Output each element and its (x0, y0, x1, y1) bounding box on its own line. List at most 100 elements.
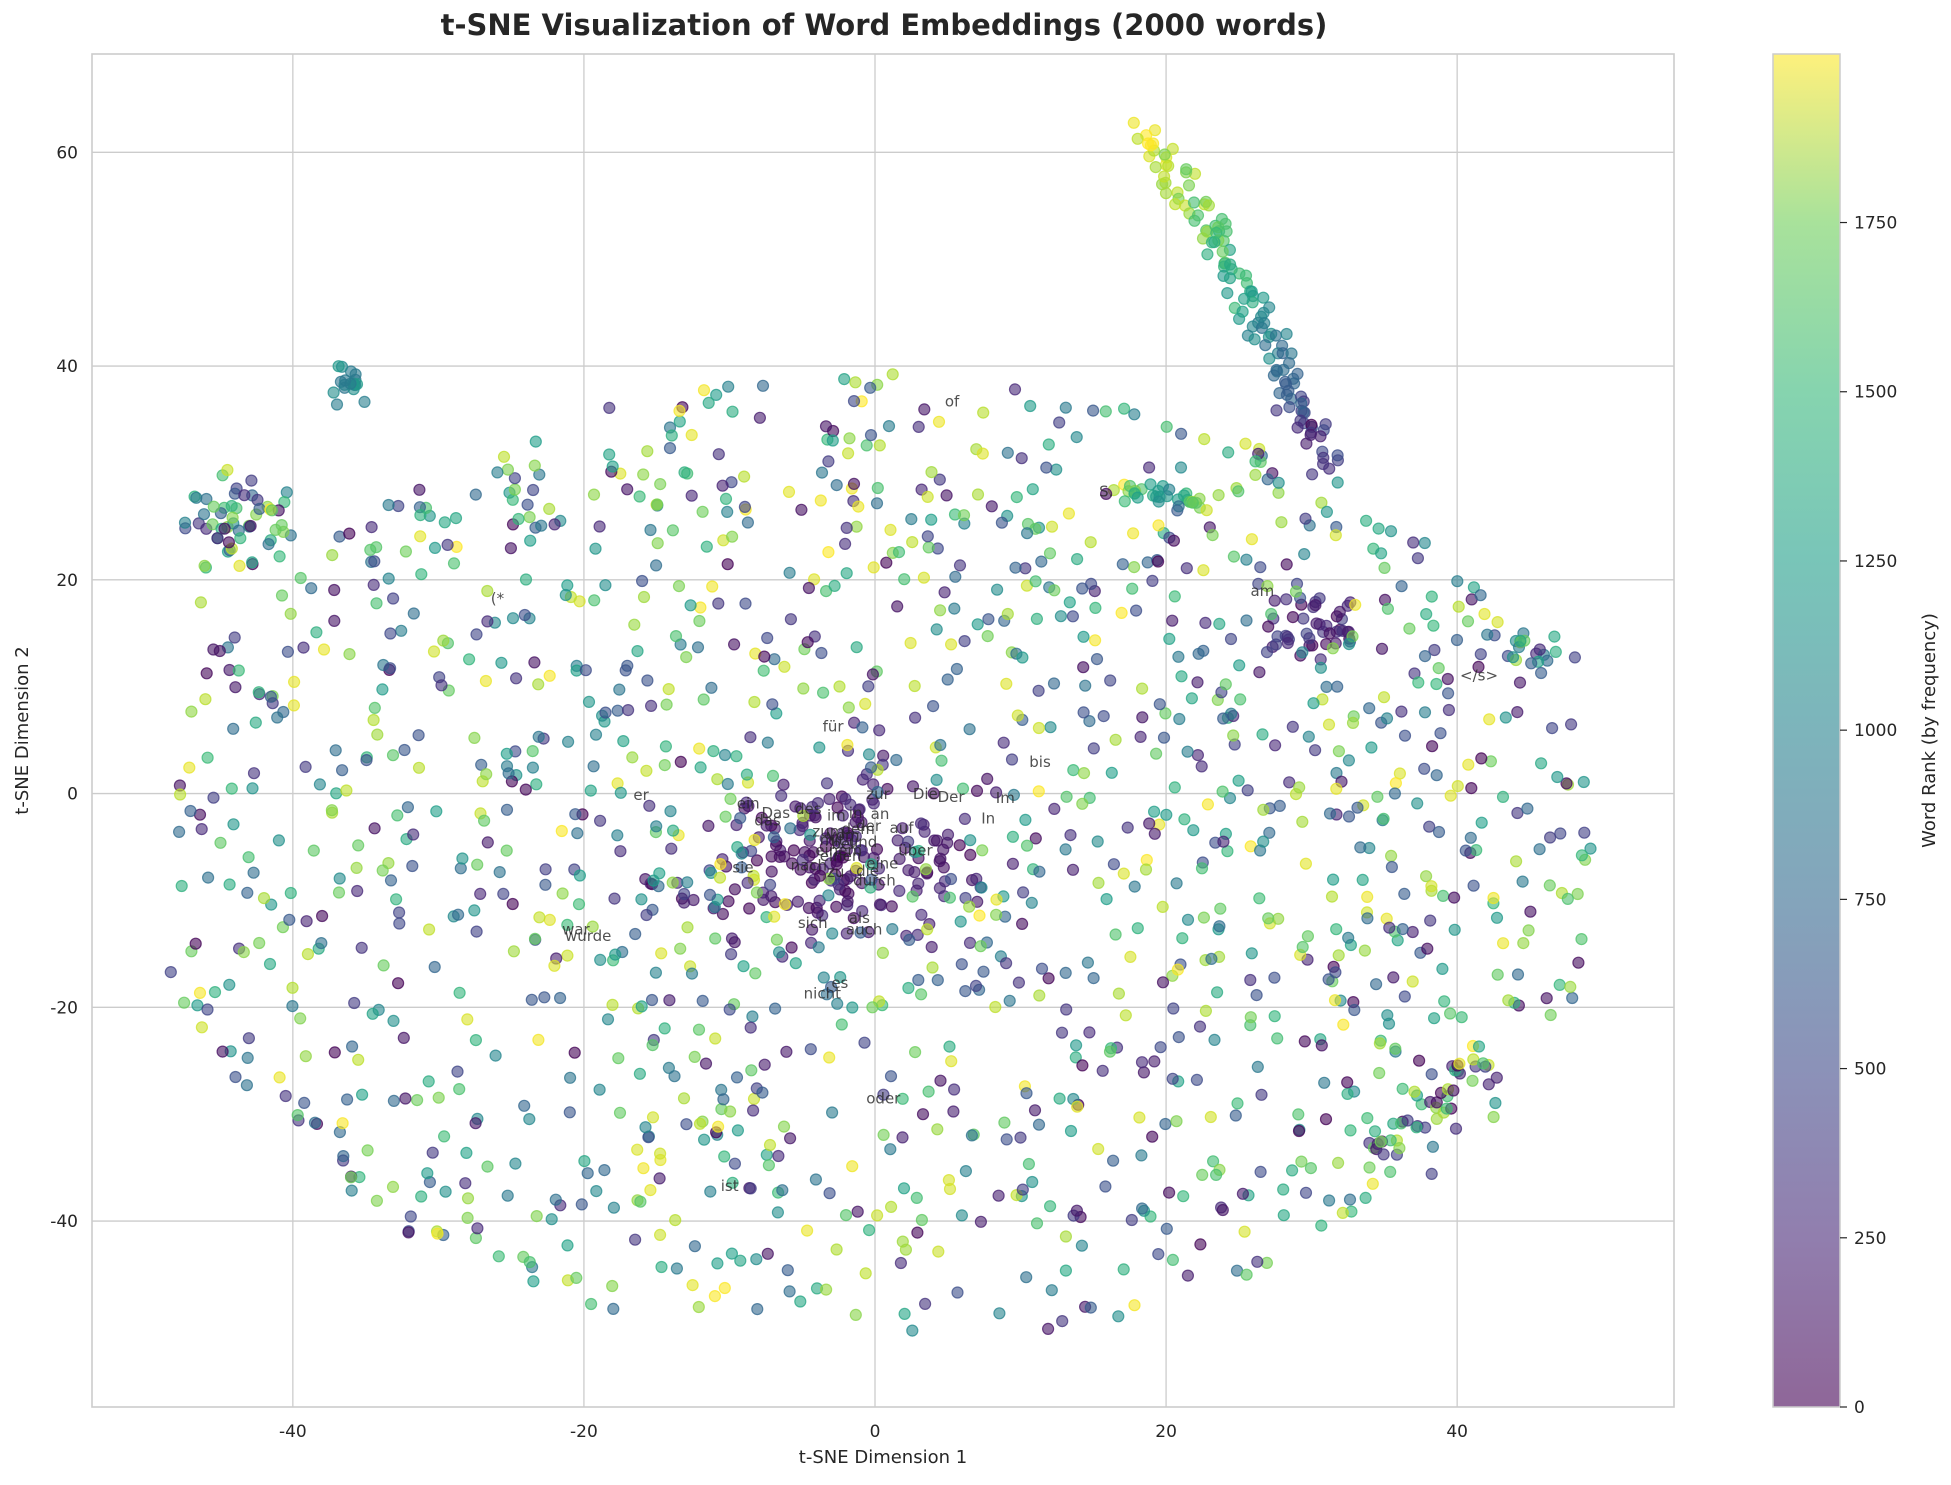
scatter-point (1198, 433, 1211, 446)
scatter-point (664, 805, 677, 818)
scatter-point (840, 521, 853, 535)
scatter-point (1305, 468, 1319, 481)
scatter-point (1511, 806, 1524, 820)
scatter-point (1509, 855, 1523, 868)
scatter-point (1534, 666, 1548, 680)
scatter-point (1453, 1057, 1466, 1070)
scatter-point (184, 804, 197, 818)
scatter-point (1342, 637, 1356, 651)
scatter-point (916, 1108, 930, 1121)
scatter-point (1331, 476, 1344, 489)
scatter-point (1584, 842, 1597, 855)
scatter-point (1070, 1204, 1084, 1217)
scatter-point (263, 957, 277, 971)
scatter-point (478, 814, 491, 827)
scatter-point (915, 1213, 929, 1227)
scatter-point (673, 404, 686, 417)
scatter-point (398, 743, 411, 757)
scatter-point (613, 1106, 627, 1119)
scatter-point (356, 1088, 369, 1101)
scatter-point (841, 447, 855, 460)
scatter-point (776, 1184, 789, 1197)
scatter-point (1012, 976, 1026, 989)
y-tick-label: 60 (56, 143, 78, 163)
scatter-point (1048, 802, 1061, 816)
scatter-point (1011, 709, 1024, 722)
scatter-point (330, 398, 344, 411)
scatter-point (386, 1180, 400, 1194)
scatter-point (778, 898, 792, 911)
scatter-point (870, 497, 884, 510)
scatter-point (693, 1117, 707, 1130)
scatter-point (1256, 728, 1269, 741)
scatter-point (1062, 507, 1076, 520)
scatter-point (352, 1053, 365, 1066)
scatter-point (925, 466, 938, 479)
scatter-point (1408, 1085, 1421, 1098)
scatter-point (660, 698, 673, 711)
scatter-point (641, 674, 654, 687)
scatter-point (1007, 788, 1021, 802)
scatter-point (518, 608, 531, 622)
scatter-point (415, 1190, 428, 1203)
scatter-point (1336, 1206, 1349, 1220)
scatter-point (1491, 968, 1504, 981)
x-tick-label: -20 (570, 1422, 598, 1442)
scatter-point (202, 871, 215, 884)
scatter-point (253, 502, 266, 515)
scatter-point (1436, 889, 1450, 903)
scatter-point (1283, 401, 1296, 414)
scatter-point (613, 683, 626, 696)
scatter-point (785, 941, 798, 954)
scatter-point (773, 850, 786, 864)
word-label: In (981, 809, 995, 827)
scatter-point (1331, 449, 1344, 462)
scatter-point (932, 415, 946, 428)
word-label: oder (866, 1089, 901, 1107)
scatter-point (1001, 607, 1014, 621)
scatter-point (1467, 581, 1481, 594)
scatter-point (938, 586, 951, 599)
scatter-point (1099, 487, 1113, 500)
scatter-point (784, 613, 798, 626)
scatter-point (1448, 923, 1461, 936)
scatter-point (628, 618, 641, 631)
word-label: nicht (804, 985, 841, 1003)
scatter-point (1533, 643, 1546, 656)
scatter-point (974, 940, 987, 953)
scatter-point (1377, 691, 1391, 704)
scatter-point (1455, 1011, 1468, 1024)
scatter-point (722, 895, 735, 908)
scatter-point (1314, 430, 1327, 443)
scatter-point (361, 1144, 374, 1157)
scatter-point (344, 377, 357, 390)
word-label: eine (866, 854, 898, 872)
scatter-point (213, 644, 226, 658)
scatter-point (1342, 931, 1355, 944)
scatter-point (694, 761, 707, 774)
scatter-point (919, 863, 933, 876)
scatter-point (963, 936, 977, 950)
scatter-point (780, 1045, 793, 1058)
scatter-point (1236, 305, 1249, 318)
scatter-point (393, 917, 406, 930)
scatter-point (1475, 752, 1488, 765)
scatter-point (461, 1211, 474, 1225)
scatter-point (617, 734, 630, 748)
scatter-point (1320, 680, 1333, 694)
scatter-point (1407, 536, 1420, 549)
scatter-point (332, 360, 345, 373)
scatter-point (526, 483, 540, 497)
scatter-point (1511, 705, 1524, 719)
scatter-point (931, 1123, 944, 1136)
scatter-point (997, 736, 1010, 749)
scatter-point (1342, 754, 1356, 767)
scatter-point (1043, 1200, 1057, 1213)
scatter-point (1153, 698, 1166, 711)
scatter-point (1281, 636, 1294, 650)
scatter-point (864, 761, 878, 774)
scatter-point (351, 884, 364, 898)
scatter-point (965, 1129, 979, 1142)
word-label: bis (1029, 753, 1051, 771)
scatter-point (1459, 844, 1472, 857)
